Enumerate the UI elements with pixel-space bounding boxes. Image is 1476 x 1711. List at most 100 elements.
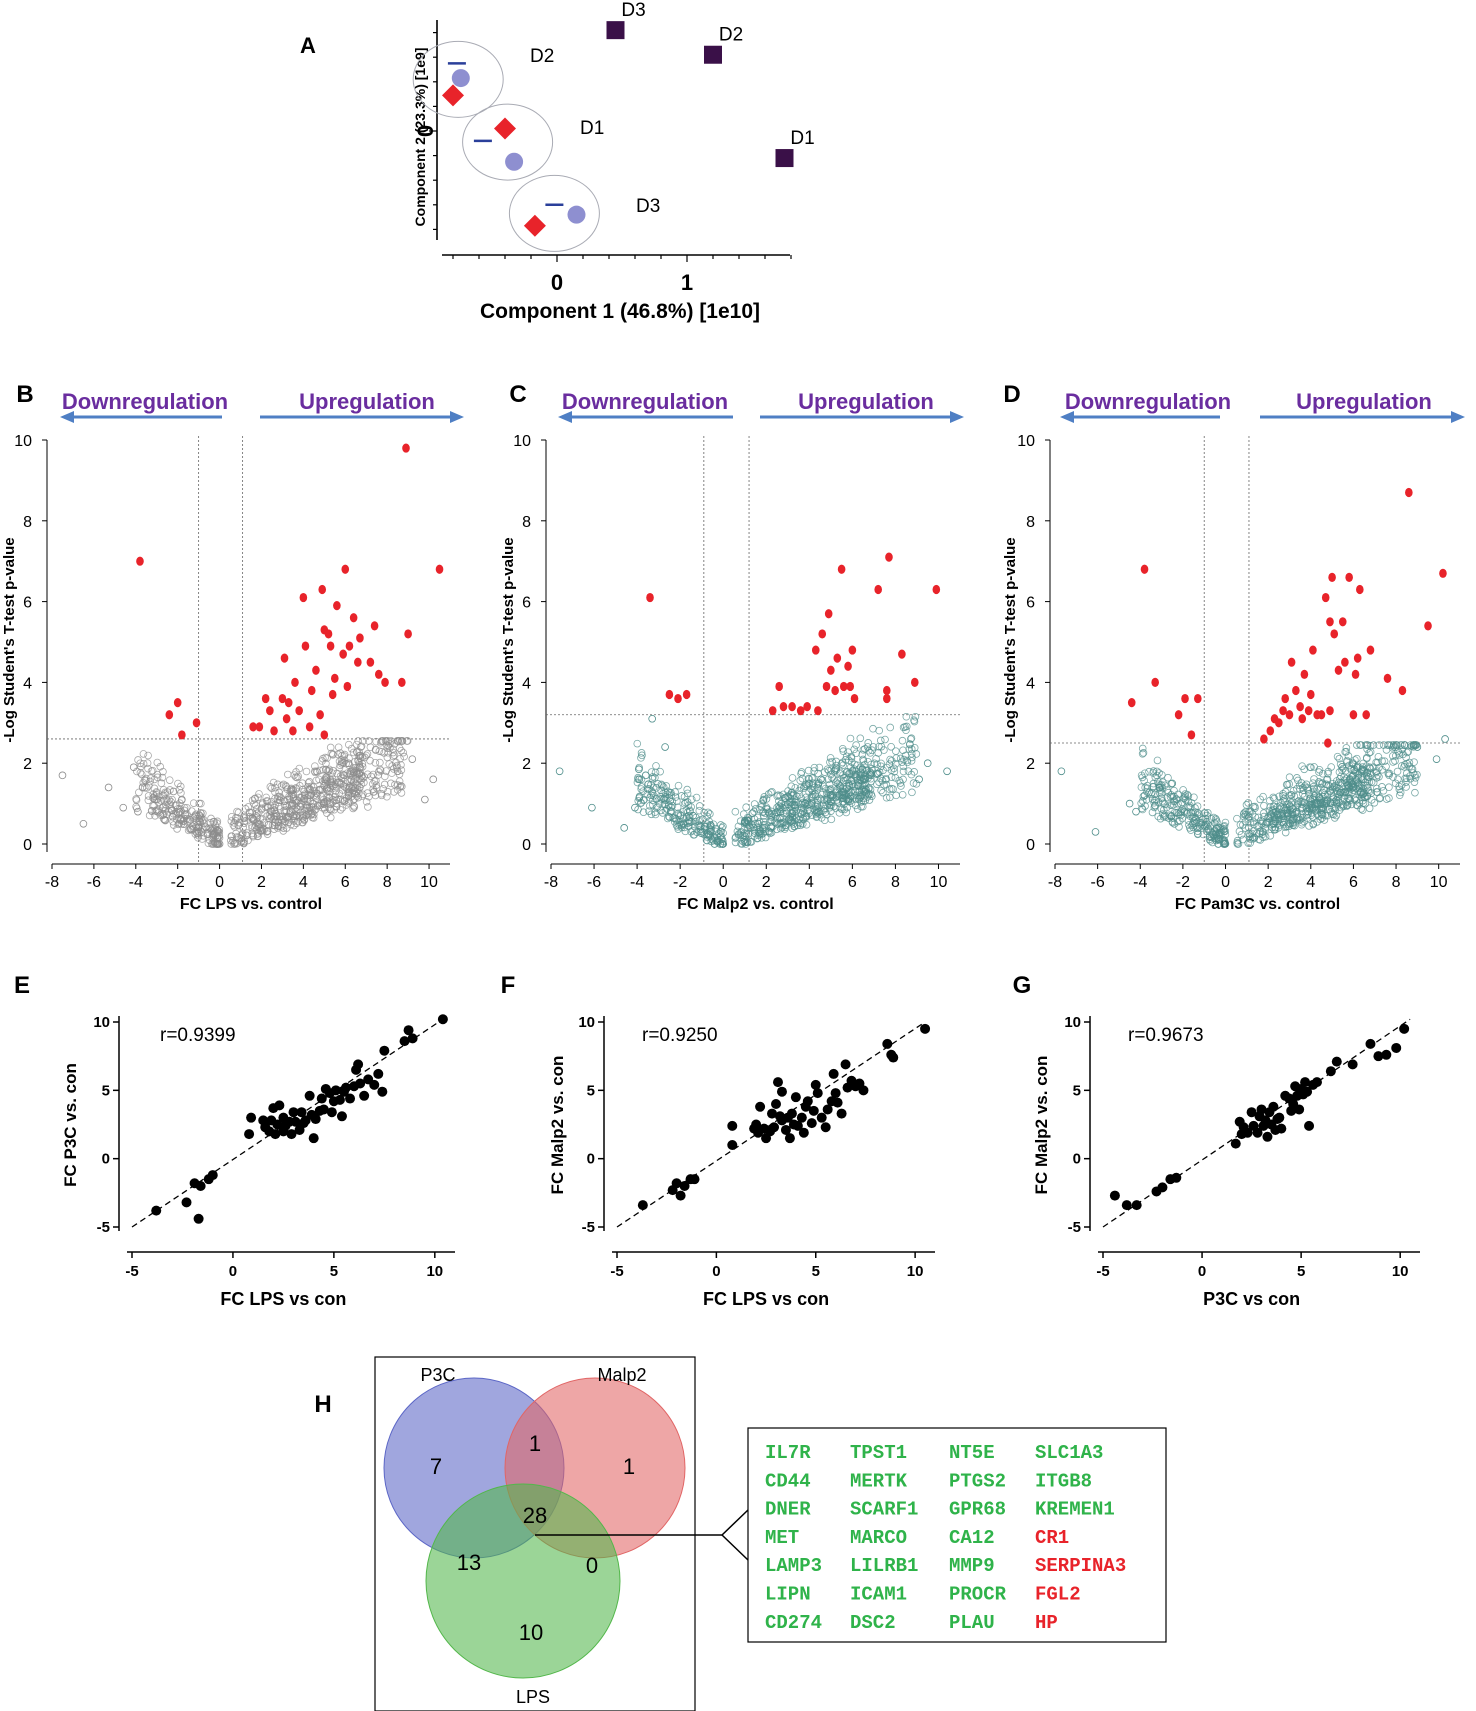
non-significant-point — [661, 793, 670, 801]
significant-point — [1362, 710, 1371, 720]
x-tick-label: 4 — [1306, 874, 1315, 891]
non-significant-point — [1153, 756, 1162, 765]
non-significant-point — [375, 747, 384, 755]
non-significant-point — [1413, 743, 1422, 751]
venn-region-count: 1 — [623, 1454, 635, 1479]
non-significant-point — [875, 726, 884, 735]
non-significant-point — [150, 784, 159, 793]
significant-point — [316, 710, 324, 720]
non-significant-point — [275, 788, 283, 797]
panel-label: A — [300, 33, 316, 58]
non-significant-point — [326, 805, 334, 813]
y-tick-label: 0 — [522, 837, 531, 854]
non-significant-point — [356, 751, 365, 760]
correlation-annotation: r=0.9250 — [642, 1025, 718, 1046]
non-significant-point — [673, 803, 682, 812]
non-significant-point — [327, 778, 335, 787]
non-significant-point — [1306, 801, 1315, 809]
non-significant-point — [195, 811, 203, 819]
non-significant-point — [337, 760, 346, 768]
non-significant-point — [390, 788, 398, 796]
significant-point — [435, 564, 444, 574]
non-significant-point — [846, 734, 855, 743]
data-point — [771, 1099, 781, 1109]
significant-point — [1300, 669, 1309, 679]
non-significant-point — [257, 805, 266, 814]
non-significant-point — [1281, 828, 1290, 837]
non-significant-point — [639, 787, 647, 795]
y-tick-label: 10 — [578, 1014, 595, 1031]
data-point — [316, 1093, 327, 1104]
non-significant-point — [1350, 795, 1359, 804]
non-significant-point — [811, 806, 819, 815]
non-significant-point — [668, 801, 677, 810]
non-significant-point — [788, 824, 796, 832]
significant-point — [289, 726, 297, 736]
x-tick-label: 0 — [719, 874, 728, 891]
significant-point — [1334, 665, 1343, 675]
non-significant-point — [747, 838, 756, 846]
non-significant-point — [755, 805, 764, 814]
non-significant-point — [193, 826, 202, 835]
non-significant-point — [1209, 831, 1217, 839]
venn-region-count: 0 — [586, 1553, 598, 1578]
non-significant-point — [876, 736, 885, 745]
data-point — [195, 1181, 206, 1191]
significant-point — [328, 689, 337, 700]
non-significant-point — [681, 827, 690, 836]
y-tick-label: 0 — [23, 837, 32, 854]
non-significant-point — [343, 769, 352, 777]
non-significant-point — [652, 803, 661, 812]
y-tick-label: 6 — [23, 595, 32, 612]
significant-point — [932, 584, 941, 595]
non-significant-point — [912, 750, 921, 758]
data-point — [399, 1036, 410, 1047]
non-significant-point — [719, 829, 727, 837]
non-significant-point — [1239, 835, 1247, 844]
venn-circle-lps — [425, 1483, 621, 1679]
y-tick-label: 5 — [1073, 1082, 1081, 1099]
significant-point — [1349, 710, 1358, 720]
gene-name: MMP9 — [949, 1555, 995, 1577]
non-significant-point — [836, 768, 845, 777]
non-significant-point — [1192, 819, 1201, 827]
non-significant-point — [911, 712, 920, 721]
data-point — [780, 1124, 791, 1135]
non-significant-point — [1137, 783, 1146, 792]
non-significant-point — [254, 828, 263, 837]
non-significant-point — [637, 785, 645, 793]
non-significant-point — [634, 797, 643, 805]
data-point — [832, 1097, 843, 1108]
non-significant-point — [1266, 831, 1275, 840]
non-significant-point — [923, 759, 932, 767]
non-significant-point — [1267, 810, 1275, 818]
down-arrow-head — [60, 411, 74, 423]
non-significant-point — [1138, 805, 1147, 814]
non-significant-point — [660, 795, 668, 804]
significant-point — [261, 693, 270, 704]
significant-point — [1292, 685, 1300, 696]
non-significant-point — [864, 746, 873, 755]
panel-e: E -5 0 5 10 -5 0 5 10 FC LPS vs con FC P3C vs. con… — [14, 972, 455, 1309]
non-significant-point — [1270, 794, 1279, 803]
non-significant-point — [813, 800, 822, 809]
non-significant-point — [339, 782, 348, 790]
non-significant-point — [1213, 834, 1222, 842]
non-significant-point — [764, 827, 773, 835]
non-significant-point — [1244, 839, 1253, 847]
non-significant-point — [810, 763, 819, 772]
non-significant-point — [1285, 773, 1294, 782]
gene-name: CA12 — [949, 1527, 995, 1549]
non-significant-point — [372, 737, 380, 746]
non-significant-point — [786, 794, 794, 803]
data-point — [1242, 1127, 1253, 1138]
non-significant-point — [1140, 791, 1149, 800]
non-significant-point — [1411, 741, 1420, 749]
non-significant-point — [874, 769, 882, 778]
non-significant-point — [136, 759, 145, 768]
data-point — [679, 1181, 690, 1191]
non-significant-point — [1295, 781, 1304, 790]
non-significant-point — [168, 795, 176, 804]
x-axis-label: Component 1 (46.8%) [1e10] — [480, 300, 760, 323]
non-significant-point — [387, 779, 395, 788]
